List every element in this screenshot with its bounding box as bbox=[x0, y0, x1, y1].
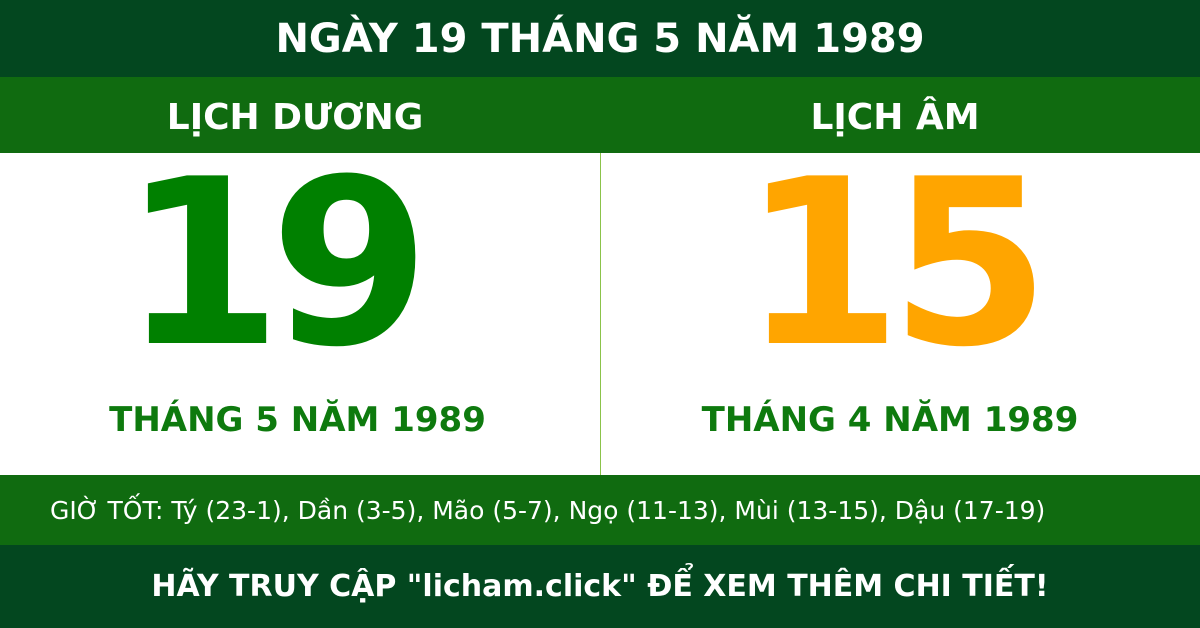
lunar-day: 15 bbox=[741, 131, 1050, 398]
calendar-headers: LỊCH DƯƠNG LỊCH ÂM bbox=[0, 77, 1200, 153]
solar-heading: LỊCH DƯƠNG bbox=[166, 97, 424, 138]
page-title: NGÀY 19 THÁNG 5 NĂM 1989 bbox=[0, 0, 1200, 77]
column-divider bbox=[600, 153, 601, 475]
good-hours: GIỜ TỐT: Tý (23-1), Dần (3-5), Mão (5-7)… bbox=[0, 475, 1200, 545]
solar-month-year: THÁNG 5 NĂM 1989 bbox=[109, 400, 486, 440]
lunar-heading: LỊCH ÂM bbox=[810, 97, 980, 138]
footer-cta: HÃY TRUY CẬP "licham.click" ĐỂ XEM THÊM … bbox=[0, 545, 1200, 628]
lunar-month-year: THÁNG 4 NĂM 1989 bbox=[701, 400, 1079, 440]
solar-day: 19 bbox=[121, 131, 430, 398]
